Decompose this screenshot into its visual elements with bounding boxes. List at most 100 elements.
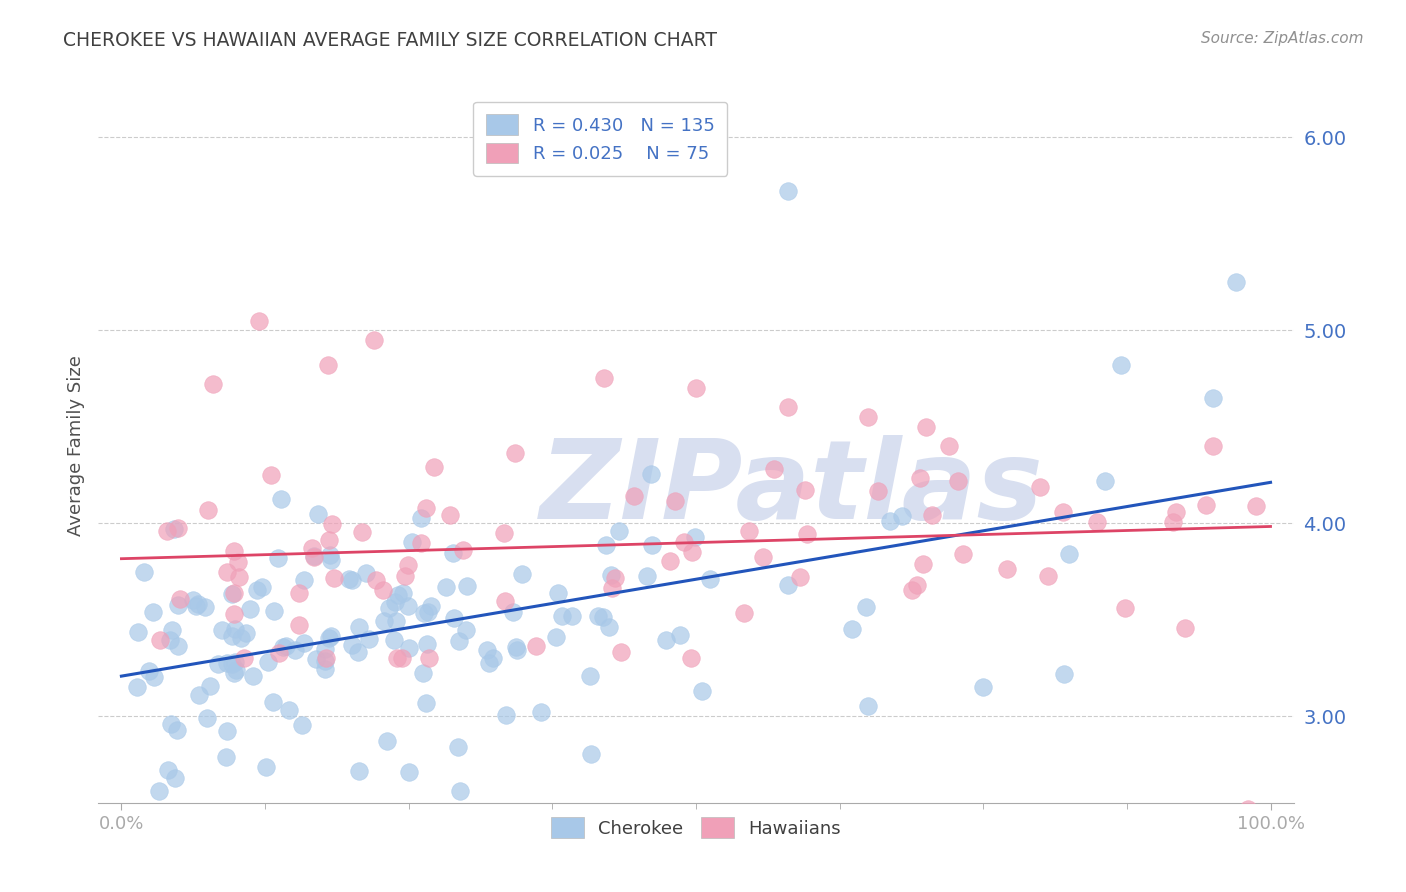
Cherokee	[1053, 666, 1076, 681]
Hawaiians	[363, 333, 385, 347]
Cherokee	[598, 620, 620, 634]
Hawaiians	[1236, 801, 1258, 815]
Cherokee	[505, 640, 527, 655]
Cherokee	[446, 739, 468, 754]
Cherokee	[416, 606, 439, 620]
Cherokee	[347, 764, 370, 778]
Cherokee	[1202, 391, 1225, 405]
Cherokee	[215, 750, 238, 764]
Hawaiians	[911, 557, 934, 571]
Cherokee	[441, 546, 464, 560]
Cherokee	[304, 549, 326, 563]
Hawaiians	[301, 541, 323, 555]
Cherokee	[225, 664, 247, 678]
Hawaiians	[288, 617, 311, 632]
Hawaiians	[600, 581, 623, 595]
Hawaiians	[868, 483, 890, 498]
Hawaiians	[679, 651, 702, 665]
Hawaiians	[1052, 505, 1074, 519]
Cherokee	[409, 511, 432, 525]
Hawaiians	[202, 377, 225, 392]
Cherokee	[443, 611, 465, 625]
Cherokee	[561, 609, 583, 624]
Hawaiians	[423, 459, 446, 474]
Cherokee	[242, 668, 264, 682]
Hawaiians	[495, 594, 517, 608]
Hawaiians	[938, 439, 960, 453]
Cherokee	[401, 534, 423, 549]
Hawaiians	[396, 558, 419, 572]
Cherokee	[502, 606, 524, 620]
Hawaiians	[197, 503, 219, 517]
Cherokee	[586, 608, 609, 623]
Cherokee	[1057, 548, 1080, 562]
Hawaiians	[738, 524, 761, 538]
Cherokee	[1094, 474, 1116, 488]
Hawaiians	[226, 555, 249, 569]
Hawaiians	[1114, 600, 1136, 615]
Cherokee	[262, 695, 284, 709]
Cherokee	[776, 185, 799, 199]
Cherokee	[166, 639, 188, 653]
Hawaiians	[659, 554, 682, 568]
Cherokee	[246, 583, 269, 598]
Cherokee	[340, 573, 363, 587]
Hawaiians	[352, 859, 374, 873]
Hawaiians	[288, 586, 311, 600]
Hawaiians	[167, 521, 190, 535]
Cherokee	[284, 642, 307, 657]
Cherokee	[384, 595, 406, 609]
Cherokee	[127, 625, 149, 640]
Cherokee	[456, 579, 478, 593]
Cherokee	[165, 771, 187, 785]
Hawaiians	[524, 639, 547, 653]
Cherokee	[319, 548, 342, 562]
Hawaiians	[685, 381, 707, 395]
Cherokee	[321, 629, 343, 643]
Cherokee	[599, 568, 621, 582]
Hawaiians	[908, 471, 931, 485]
Cherokee	[134, 565, 156, 579]
Cherokee	[194, 599, 217, 614]
Hawaiians	[215, 566, 238, 580]
Cherokee	[506, 643, 529, 657]
Cherokee	[142, 670, 165, 684]
Cherokee	[495, 708, 517, 723]
Cherokee	[481, 650, 503, 665]
Cherokee	[198, 679, 221, 693]
Cherokee	[127, 680, 149, 694]
Hawaiians	[315, 651, 337, 665]
Cherokee	[841, 623, 863, 637]
Cherokee	[396, 599, 419, 613]
Cherokee	[211, 623, 233, 637]
Cherokee	[855, 600, 877, 615]
Hawaiians	[664, 494, 686, 508]
Cherokee	[347, 620, 370, 634]
Hawaiians	[318, 533, 340, 547]
Cherokee	[359, 632, 381, 647]
Cherokee	[239, 602, 262, 616]
Cherokee	[776, 578, 799, 592]
Hawaiians	[304, 549, 326, 564]
Hawaiians	[794, 483, 817, 497]
Cherokee	[683, 531, 706, 545]
Hawaiians	[1085, 515, 1108, 529]
Cherokee	[278, 703, 301, 717]
Cherokee	[385, 614, 408, 628]
Hawaiians	[952, 547, 974, 561]
Hawaiians	[439, 508, 461, 522]
Cherokee	[263, 605, 285, 619]
Cherokee	[267, 550, 290, 565]
Cherokee	[387, 589, 409, 603]
Cherokee	[221, 657, 243, 672]
Cherokee	[636, 569, 658, 583]
Cherokee	[382, 632, 405, 647]
Cherokee	[235, 626, 257, 640]
Hawaiians	[451, 542, 474, 557]
Cherokee	[579, 747, 602, 761]
Hawaiians	[350, 525, 373, 540]
Cherokee	[221, 587, 243, 601]
Cherokee	[477, 643, 499, 657]
Hawaiians	[409, 536, 432, 550]
Cherokee	[377, 600, 399, 615]
